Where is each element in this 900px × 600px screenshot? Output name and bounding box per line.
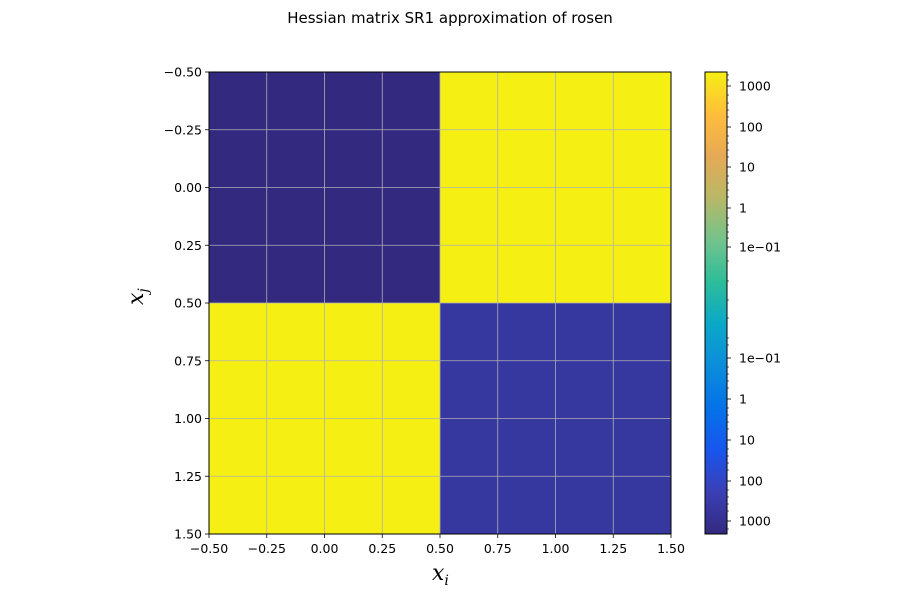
x-tick-label: 0.50 — [426, 541, 454, 556]
x-tick-label: 1.25 — [599, 541, 627, 556]
x-tick-label: 0.75 — [484, 541, 512, 556]
colorbar — [704, 71, 728, 535]
x-tick-label: 1.50 — [657, 541, 685, 556]
y-tick-label: 0.50 — [174, 296, 202, 311]
colorbar-tick-label: 1e−01 — [739, 351, 781, 366]
y-tick-label: 0.00 — [174, 180, 202, 195]
colorbar-tick-label: 1 — [739, 201, 747, 216]
colorbar-tick-label: 100 — [739, 474, 763, 489]
x-axis-label: xi — [432, 561, 449, 589]
colorbar-tick-label: 10 — [739, 160, 755, 175]
y-axis-label-subscript: j — [136, 288, 152, 296]
y-tick-label: 1.00 — [174, 411, 202, 426]
y-tick-label: 0.25 — [174, 238, 202, 253]
x-tick-label: −0.25 — [248, 541, 286, 556]
y-tick-label: −0.25 — [164, 122, 202, 137]
colorbar-tick-label: 10 — [739, 433, 755, 448]
x-tick-label: 0.00 — [311, 541, 339, 556]
y-tick-label: 1.25 — [174, 469, 202, 484]
y-tick-label: 0.75 — [174, 353, 202, 368]
x-tick-label: −0.50 — [190, 541, 228, 556]
colorbar-tick-label: 1e−01 — [739, 240, 781, 255]
x-tick-label: 0.25 — [368, 541, 396, 556]
x-axis-label-subscript: i — [444, 573, 448, 589]
colorbar-tick-label: 1000 — [739, 514, 771, 529]
y-tick-label: 1.50 — [174, 527, 202, 542]
chart-title: Hessian matrix SR1 approximation of rose… — [287, 9, 613, 27]
y-tick-label: −0.50 — [164, 65, 202, 80]
y-axis-label: xj — [124, 288, 152, 305]
x-tick-label: 1.00 — [542, 541, 570, 556]
colorbar-tick-label: 100 — [739, 120, 763, 135]
colorbar-tick-label: 1 — [739, 392, 747, 407]
colorbar-tick-label: 1000 — [739, 79, 771, 94]
